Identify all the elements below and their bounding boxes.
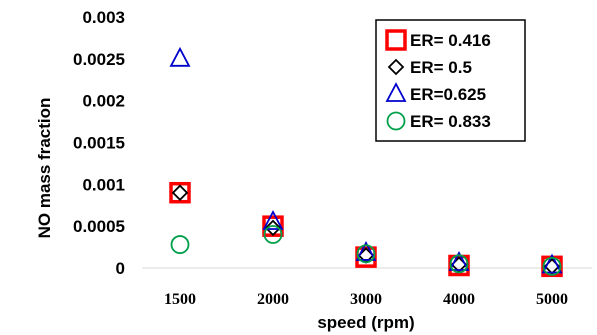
legend-marker-circle — [386, 111, 406, 131]
data-point-circle — [542, 256, 562, 276]
y-axis-title: NO mass fraction — [35, 98, 54, 239]
legend-label: ER=0.625 — [410, 85, 486, 104]
legend-label: ER= 0.833 — [410, 112, 491, 131]
x-tick-label: 1500 — [164, 291, 196, 308]
data-point-triangle — [448, 251, 470, 271]
x-tick-label: 4000 — [443, 291, 475, 308]
legend-box — [375, 19, 526, 142]
data-point-square — [169, 181, 191, 204]
legend-marker-square — [385, 29, 407, 51]
data-point-diamond — [171, 184, 189, 201]
data-point-circle — [356, 244, 376, 264]
data-point-triangle — [169, 46, 191, 67]
legend-label: ER= 0.416 — [410, 31, 491, 50]
y-axis-ticks: 0 0.0005 0.001 0.0015 0.002 0.0025 0.003 — [73, 8, 125, 278]
y-tick-label: 0.0015 — [73, 134, 125, 153]
data-point-circle — [263, 225, 283, 244]
legend-marker-diamond — [387, 58, 405, 76]
y-tick-label: 0.0025 — [73, 50, 125, 69]
data-point-triangle — [262, 210, 284, 230]
legend: ER= 0.416 ER= 0.5 ER=0.625 ER= 0.833 — [375, 19, 526, 142]
data-point-triangle — [541, 253, 563, 274]
data-point-triangle — [355, 241, 377, 261]
legend-marker-triangle — [385, 82, 407, 102]
x-axis-title: speed (rpm) — [317, 313, 414, 332]
y-tick-label: 0.0005 — [73, 217, 125, 236]
y-tick-label: 0 — [116, 259, 125, 278]
y-tick-label: 0.001 — [82, 175, 125, 194]
x-axis-ticks: 1500 2000 3000 4000 5000 — [164, 291, 568, 308]
y-tick-label: 0.003 — [82, 8, 125, 27]
x-tick-label: 5000 — [536, 291, 568, 308]
legend-label: ER= 0.5 — [410, 58, 472, 77]
y-tick-label: 0.002 — [82, 92, 125, 111]
data-point-circle — [449, 254, 469, 274]
data-point-diamond — [264, 219, 282, 237]
data-points — [169, 46, 563, 278]
data-point-circle — [170, 235, 190, 254]
x-tick-label: 3000 — [350, 291, 382, 308]
x-tick-label: 2000 — [257, 291, 289, 308]
